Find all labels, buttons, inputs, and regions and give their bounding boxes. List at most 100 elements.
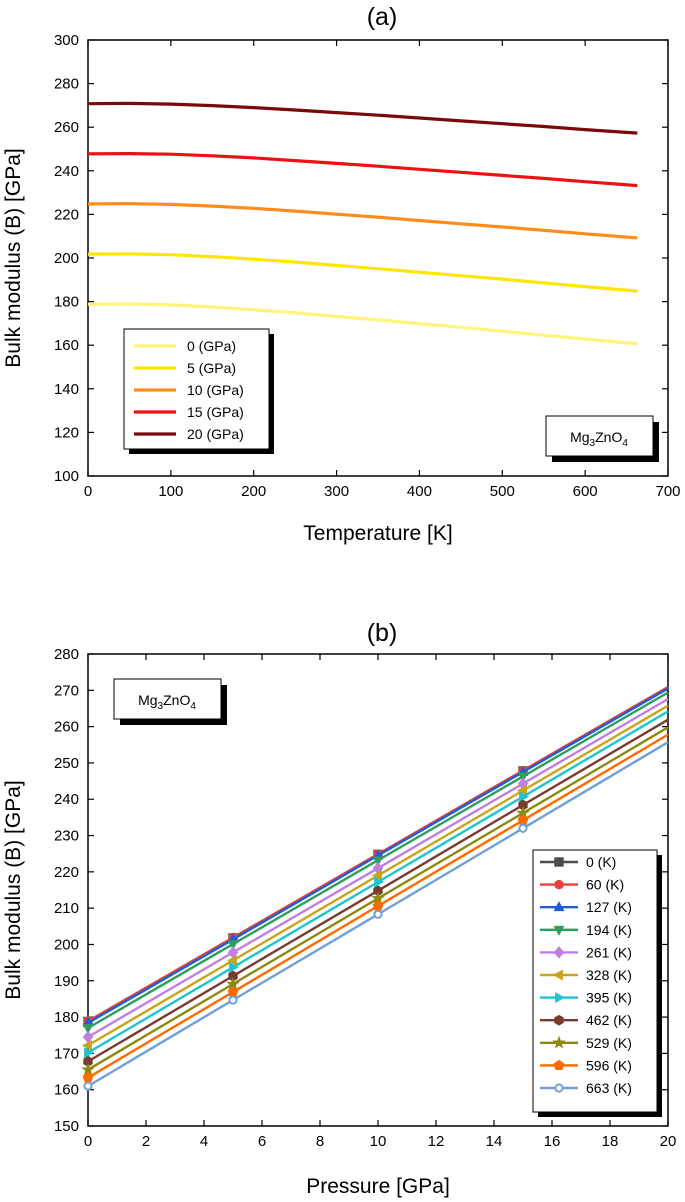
chart-b-data-point bbox=[371, 870, 382, 881]
chart-a-formula: Mg3ZnO4 bbox=[570, 429, 628, 449]
chart-a-x-tick-label: 500 bbox=[490, 483, 515, 500]
chart-b-data-point bbox=[516, 785, 527, 796]
chart-b-data-point bbox=[372, 856, 384, 867]
chart-a-y-axis-label: Bulk modulus (B) [GPa] bbox=[2, 148, 25, 367]
chart-b-data-point bbox=[517, 772, 529, 783]
chart-b-y-tick-label: 260 bbox=[54, 719, 79, 736]
chart-b-legend-label: 0 (K) bbox=[586, 854, 616, 870]
chart-a-series-line bbox=[87, 101, 638, 135]
chart-a-axis-ticks: 0 100 200 300 400 500 600 700 100 120 140 160 180 200… bbox=[54, 32, 681, 500]
chart-b-y-tick-label: 180 bbox=[54, 1009, 79, 1026]
chart-b-legend-marker bbox=[553, 925, 565, 936]
chart-b-y-tick-label: 170 bbox=[54, 1045, 79, 1062]
chart-b-legend-label: 328 (K) bbox=[586, 967, 632, 983]
chart-b-legend-marker bbox=[552, 1035, 566, 1049]
chart-b-x-tick-label: 20 bbox=[660, 1133, 677, 1150]
chart-b-legend-marker bbox=[554, 1083, 564, 1093]
chart-b-legend-label: 261 (K) bbox=[586, 944, 632, 960]
chart-b-legend-label: 60 (K) bbox=[586, 877, 624, 893]
chart-a-x-tick-label: 0 bbox=[84, 483, 92, 500]
chart-b-y-tick-label: 220 bbox=[54, 864, 79, 881]
chart-a-legend-label: 10 (GPa) bbox=[187, 382, 244, 398]
chart-b-x-tick-label: 16 bbox=[544, 1133, 561, 1150]
chart-b-x-tick-label: 14 bbox=[486, 1133, 503, 1150]
chart-b-series bbox=[81, 685, 669, 1091]
chart-a-x-axis-label: Temperature [K] bbox=[303, 522, 452, 545]
chart-b-legend-marker bbox=[552, 969, 563, 981]
chart-a-y-tick-label: 280 bbox=[54, 76, 79, 93]
chart-b-y-tick-label: 240 bbox=[54, 791, 79, 808]
chart-b-data-point bbox=[83, 1081, 93, 1091]
chart-a-y-tick-label: 100 bbox=[54, 468, 79, 485]
chart-b-y-tick-label: 250 bbox=[54, 755, 79, 772]
chart-a-y-tick-label: 240 bbox=[54, 163, 79, 180]
chart-a-y-tick-label: 260 bbox=[54, 119, 79, 136]
chart-a-y-tick-label: 140 bbox=[54, 381, 79, 398]
chart-a-legend-label: 0 (GPa) bbox=[187, 338, 236, 354]
chart-b-data-point bbox=[518, 823, 528, 833]
chart-b-data-point bbox=[374, 876, 385, 888]
chart-b-y-tick-label: 210 bbox=[54, 900, 79, 917]
chart-b-y-tick-label: 230 bbox=[54, 828, 79, 845]
chart-b-data-point bbox=[373, 909, 383, 919]
chart-a-annotation-box bbox=[545, 415, 654, 457]
chart-b-axis-ticks: 0 2 4 6 8 10 12 14 16 18 20 150 160 170 180 190 200 210 22… bbox=[54, 646, 676, 1150]
chart-b-y-tick-label: 200 bbox=[54, 936, 79, 953]
chart-a-series bbox=[87, 101, 638, 346]
chart-a-x-tick-label: 700 bbox=[655, 483, 680, 500]
chart-b-legend-entries: 0 (K) 60 (K) 127 (K) 194 (K) 261 (K) 328 (K) 3… bbox=[540, 854, 632, 1096]
chart-b-title: (b) bbox=[367, 619, 398, 647]
chart-b-legend-marker bbox=[554, 1014, 564, 1026]
chart-b-data-point bbox=[84, 1047, 95, 1059]
chart-a: (a) 0 100 200 300 400 500 600 700 100 120 140 160 18… bbox=[2, 3, 681, 545]
chart-b-legend bbox=[532, 849, 658, 1113]
chart-a-y-tick-label: 120 bbox=[54, 424, 79, 441]
chart-b-legend-label: 395 (K) bbox=[586, 990, 632, 1006]
chart-b-data-point bbox=[82, 1024, 94, 1035]
chart-a-title: (a) bbox=[367, 3, 398, 31]
chart-a-y-tick-label: 160 bbox=[54, 337, 79, 354]
chart-b-data-point bbox=[228, 995, 238, 1005]
chart-b-legend-label: 127 (K) bbox=[586, 899, 632, 915]
chart-b-legend-marker bbox=[555, 992, 566, 1004]
chart-b-annotation-box bbox=[113, 678, 222, 720]
chart-a-y-tick-label: 180 bbox=[54, 294, 79, 311]
chart-a-x-tick-label: 200 bbox=[241, 483, 266, 500]
chart-a-x-tick-label: 400 bbox=[407, 483, 432, 500]
chart-a-legend-entries: 0 (GPa) 5 (GPa) 10 (GPa) 15 (GPa) 20 (GPa) bbox=[134, 338, 244, 442]
chart-a-series-line bbox=[87, 152, 638, 188]
chart-b-y-tick-label: 270 bbox=[54, 682, 79, 699]
chart-b-x-tick-label: 6 bbox=[258, 1133, 266, 1150]
chart-b-data-point bbox=[229, 961, 240, 973]
chart-b-x-tick-label: 4 bbox=[200, 1133, 208, 1150]
chart-b-y-tick-label: 150 bbox=[54, 1118, 79, 1135]
chart-a-y-tick-label: 300 bbox=[54, 32, 79, 49]
chart-b-legend-label: 596 (K) bbox=[586, 1057, 632, 1073]
chart-b-data-point bbox=[81, 1039, 92, 1051]
chart-b-x-axis-label: Pressure [GPa] bbox=[306, 1175, 450, 1198]
chart-b-legend-marker bbox=[553, 946, 565, 959]
chart-a-series-line bbox=[87, 252, 638, 293]
chart-b-x-tick-label: 2 bbox=[142, 1133, 150, 1150]
chart-a-x-tick-label: 300 bbox=[324, 483, 349, 500]
chart-b-legend-label: 194 (K) bbox=[586, 922, 632, 938]
chart-b-x-tick-label: 10 bbox=[370, 1133, 387, 1150]
chart-b-legend-label: 529 (K) bbox=[586, 1035, 632, 1051]
chart-a-y-tick-label: 220 bbox=[54, 206, 79, 223]
chart-b-y-tick-label: 280 bbox=[54, 646, 79, 663]
chart-b-y-axis-label: Bulk modulus (B) [GPa] bbox=[2, 780, 25, 999]
chart-b-x-tick-label: 12 bbox=[428, 1133, 445, 1150]
chart-b-legend-marker bbox=[554, 879, 564, 890]
chart-b-y-tick-label: 160 bbox=[54, 1082, 79, 1099]
chart-b-legend-marker bbox=[554, 857, 564, 867]
chart-a-x-tick-label: 100 bbox=[158, 483, 183, 500]
chart-b-data-point bbox=[81, 1062, 95, 1076]
chart-b-legend-label: 663 (K) bbox=[586, 1080, 632, 1096]
chart-b-y-tick-label: 190 bbox=[54, 973, 79, 990]
chart-b-formula: Mg3ZnO4 bbox=[138, 692, 196, 712]
chart-a-legend-label: 20 (GPa) bbox=[187, 426, 244, 442]
chart-b-data-point bbox=[519, 791, 530, 803]
chart-a-series-line bbox=[87, 302, 638, 346]
chart-a-legend-label: 5 (GPa) bbox=[187, 360, 236, 376]
